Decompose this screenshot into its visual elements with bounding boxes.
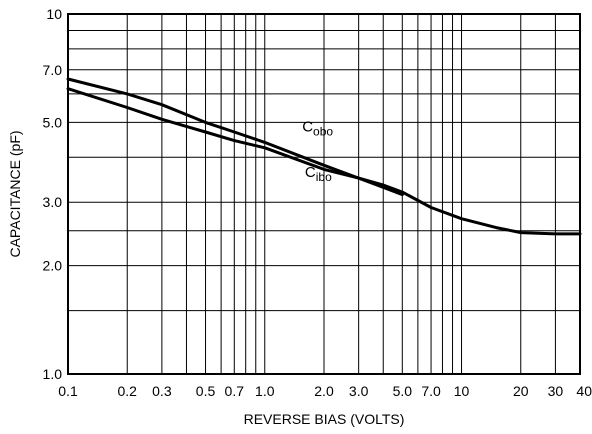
plot-frame	[67, 13, 581, 375]
x-tick-label: 0.3	[152, 383, 172, 399]
x-tick-label: 40	[576, 383, 592, 399]
y-tick-label: 1.0	[43, 366, 63, 382]
y-tick-label: 7.0	[43, 62, 63, 78]
y-tick-label: 10	[46, 6, 62, 22]
y-axis-title: CAPACITANCE (pF)	[7, 130, 23, 257]
grid	[67, 13, 581, 375]
y-tick-label: 5.0	[43, 114, 63, 130]
x-tick-label: 0.1	[58, 383, 78, 399]
x-axis-title: REVERSE BIAS (VOLTS)	[244, 411, 405, 427]
x-tick-label: 30	[548, 383, 564, 399]
series-label-c-ibo: Cibo	[305, 164, 332, 184]
series-labels: Cobo Cibo	[302, 118, 333, 184]
series-label-c-obo: Cobo	[302, 118, 333, 138]
x-tick-label: 0.7	[225, 383, 245, 399]
series-line-c-ibo	[66, 87, 582, 236]
x-tick-label: 3.0	[349, 383, 369, 399]
x-tick-label: 20	[513, 383, 529, 399]
x-tick-label: 5.0	[393, 383, 413, 399]
x-tick-label: 0.2	[117, 383, 137, 399]
x-tick-label: 2.0	[314, 383, 334, 399]
x-tick-label: 7.0	[421, 383, 441, 399]
y-tick-label: 3.0	[43, 194, 63, 210]
y-tick-labels: 1.0 2.0 3.0 5.0 7.0 10	[43, 6, 63, 382]
y-tick-label: 2.0	[43, 258, 63, 274]
x-tick-label: 0.5	[196, 383, 216, 399]
x-tick-label: 1.0	[255, 383, 275, 399]
x-tick-label: 10	[454, 383, 470, 399]
curves	[66, 77, 582, 236]
x-tick-labels: 0.1 0.2 0.3 0.5 0.7 1.0 2.0 3.0 5.0 7.0 10 20 30 40	[58, 383, 592, 399]
